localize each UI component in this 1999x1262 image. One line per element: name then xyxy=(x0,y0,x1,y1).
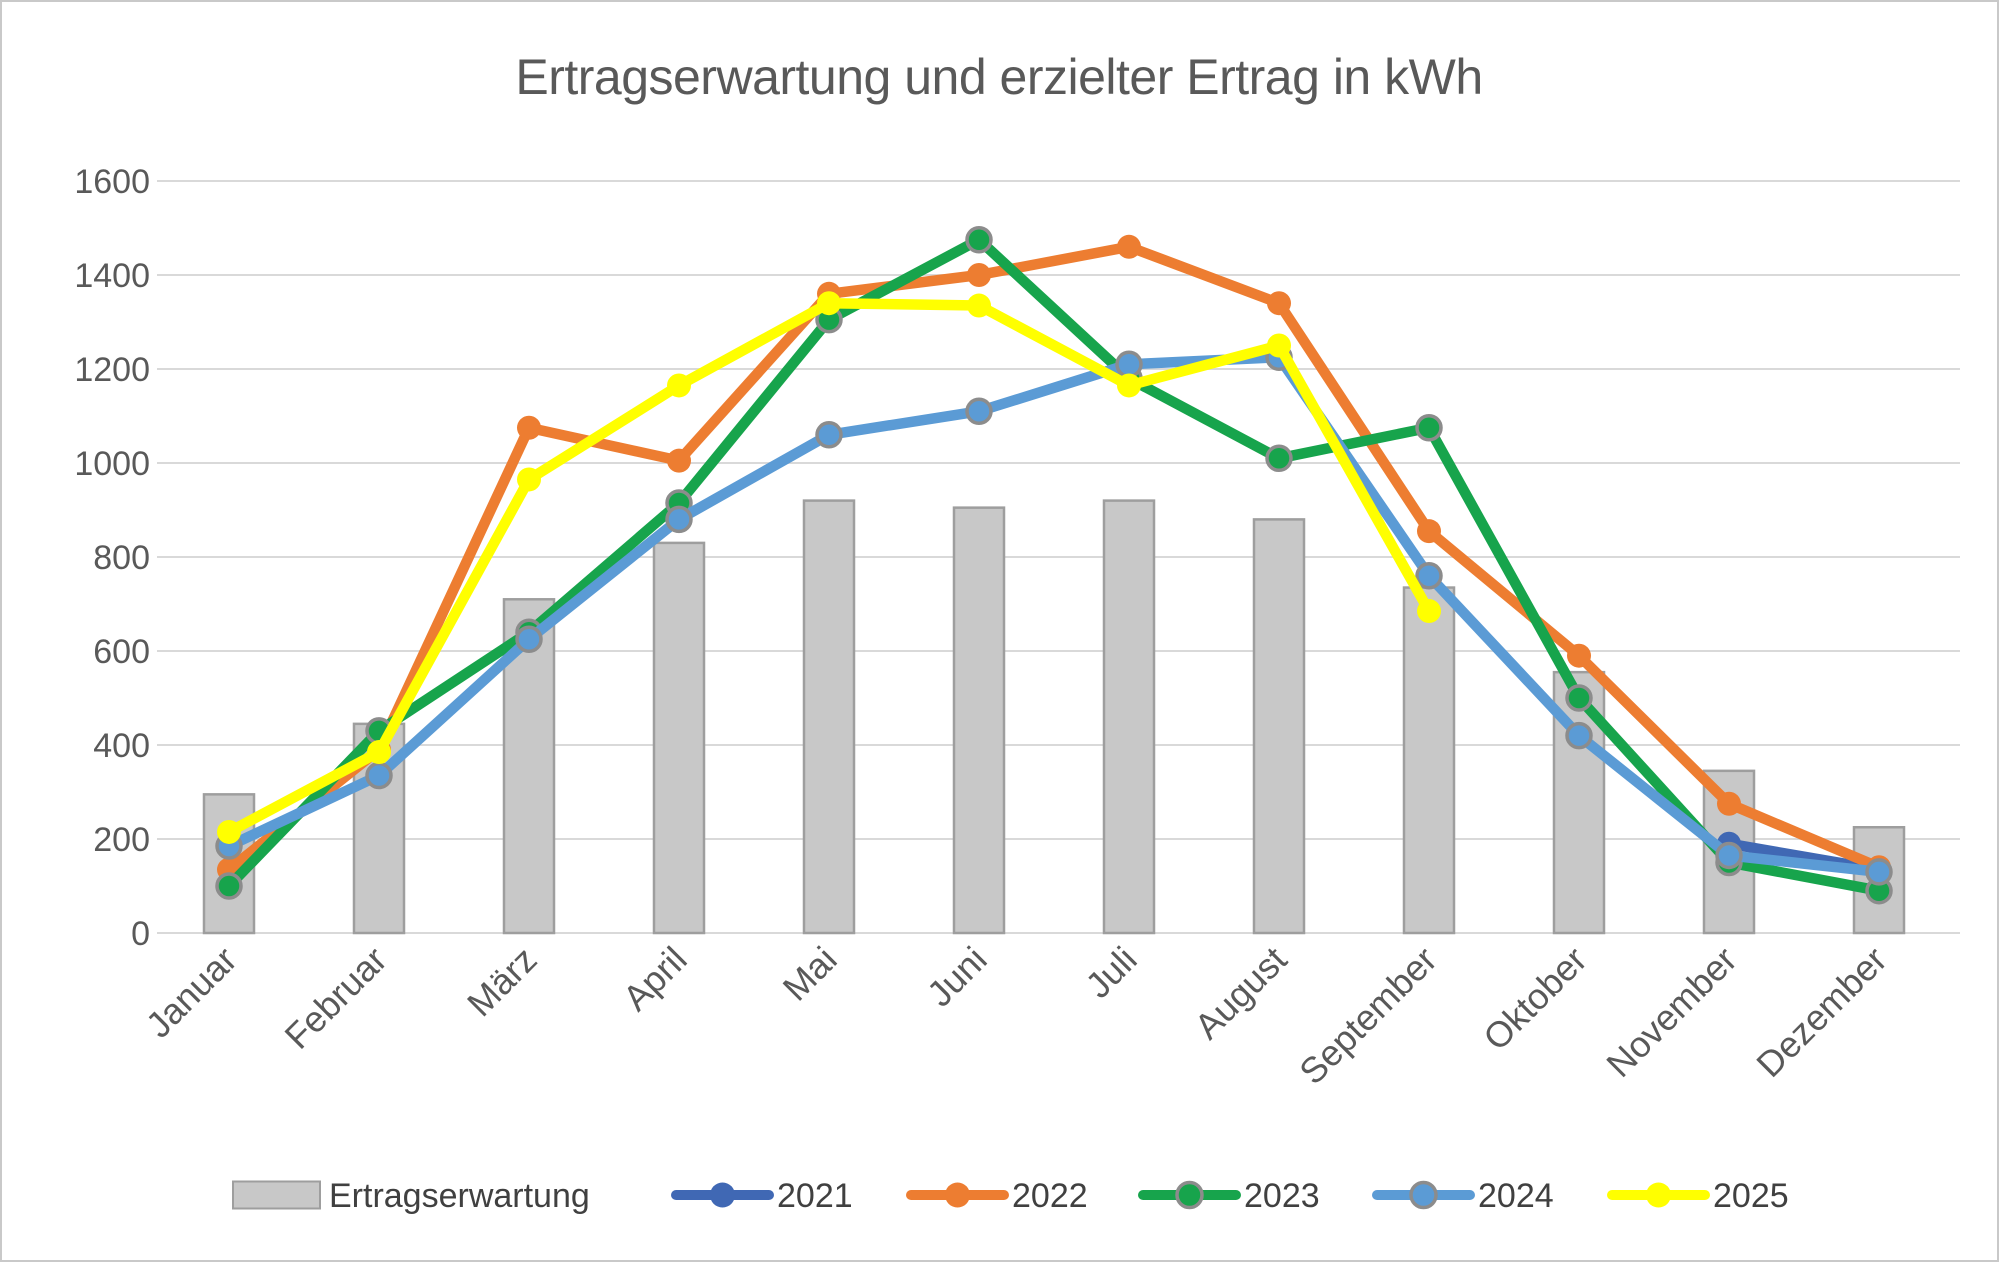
x-axis-label-september: September xyxy=(1291,939,1445,1093)
y-axis-tick-label: 1000 xyxy=(74,445,150,483)
data-point-2023-oktober xyxy=(1565,684,1593,712)
data-point-2025-märz xyxy=(517,467,541,492)
expectation-bar-mai xyxy=(802,499,856,935)
expectation-bar-september xyxy=(1402,586,1456,935)
series-line-2022 xyxy=(223,241,1885,875)
y-axis-tick-label: 400 xyxy=(93,727,150,765)
legend-swatch-ertragserwartung xyxy=(232,1180,321,1210)
x-axis-label-januar: Januar xyxy=(138,939,245,1046)
series-line-2023 xyxy=(223,234,1885,896)
data-point-2024-april xyxy=(665,505,693,534)
y-axis-tick-label: 1400 xyxy=(74,257,150,295)
y-axis-tick-label: 0 xyxy=(131,915,150,953)
legend-marker-dot-2023 xyxy=(1175,1180,1204,1210)
data-point-2024-juni xyxy=(965,397,993,426)
data-point-2025-april xyxy=(667,373,691,398)
plot-area: 0 200 400 600 800 1000 1200 1400 1600 Januar Febru… xyxy=(74,163,1960,1092)
y-axis-tick-label: 600 xyxy=(93,633,150,671)
data-point-2024-september xyxy=(1415,562,1443,590)
legend-label-ertragserwartung: Ertragserwartung xyxy=(329,1177,590,1215)
data-point-2024-oktober xyxy=(1565,721,1593,750)
data-point-2023-august xyxy=(1265,444,1293,473)
data-point-2022-oktober xyxy=(1567,643,1591,668)
data-point-2023-september xyxy=(1415,414,1443,442)
legend-label-2021: 2021 xyxy=(777,1177,853,1215)
data-point-2024-februar xyxy=(365,761,393,790)
expectation-bar-august xyxy=(1252,518,1306,935)
x-axis-label-mai: Mai xyxy=(775,939,845,1009)
legend-marker-dot-2025 xyxy=(1646,1182,1671,1208)
data-point-2025-februar xyxy=(367,740,391,765)
legend-marker-dot-2024 xyxy=(1409,1180,1438,1210)
legend-marker-dot-2021 xyxy=(710,1182,735,1208)
data-point-2022-april xyxy=(667,448,691,473)
y-axis-tick-label: 800 xyxy=(93,539,150,577)
y-axis-tick-label: 200 xyxy=(93,821,150,859)
expectation-bar-juni xyxy=(952,506,1006,935)
x-axis-label-august: August xyxy=(1186,939,1294,1047)
data-point-2024-mai xyxy=(815,421,843,449)
x-axis-label-oktober: Oktober xyxy=(1475,939,1595,1059)
data-point-2023-juni xyxy=(965,226,993,254)
data-point-2025-august xyxy=(1267,333,1291,358)
data-point-2024-november xyxy=(1715,841,1743,870)
data-point-2025-januar xyxy=(217,819,241,844)
data-point-2024-juli xyxy=(1115,350,1143,379)
y-axis-tick-label: 1200 xyxy=(74,351,150,389)
data-point-2025-september xyxy=(1417,599,1441,624)
data-point-2025-mai xyxy=(817,291,841,316)
expectation-bar-juli xyxy=(1102,499,1156,935)
legend-label-2023: 2023 xyxy=(1244,1177,1320,1215)
legend-label-2022: 2022 xyxy=(1012,1177,1088,1215)
y-axis-tick-label: 1600 xyxy=(74,163,150,201)
data-point-2022-märz xyxy=(517,415,541,440)
data-point-2024-märz xyxy=(515,625,543,653)
x-axis-label-februar: Februar xyxy=(277,939,395,1057)
legend-label-2025: 2025 xyxy=(1713,1177,1789,1215)
series-line-2024 xyxy=(223,352,1885,878)
data-point-2022-september xyxy=(1417,519,1441,544)
expectation-bar-april xyxy=(652,541,706,935)
x-axis-label-november: November xyxy=(1598,939,1744,1085)
data-point-2024-dezember xyxy=(1865,858,1893,886)
x-axis-label-juni: Juni xyxy=(919,939,995,1015)
data-point-2023-januar xyxy=(215,872,243,900)
x-axis-label-april: April xyxy=(615,939,695,1019)
data-point-2022-august xyxy=(1267,291,1291,316)
data-point-2025-juli xyxy=(1117,373,1141,398)
chart-legend: Ertragserwartung 2021 2022 2023 2024 2025 xyxy=(232,1177,1789,1215)
x-axis-label-dezember: Dezember xyxy=(1748,939,1894,1085)
legend-label-2024: 2024 xyxy=(1478,1177,1554,1215)
data-point-2022-juni xyxy=(967,263,991,287)
chart-title: Ertragserwartung und erzielter Ertrag in… xyxy=(515,49,1482,105)
data-point-2022-november xyxy=(1717,791,1741,816)
x-axis-label-märz: März xyxy=(459,939,545,1025)
x-axis-label-juli: Juli xyxy=(1077,939,1144,1006)
data-point-2025-juni xyxy=(967,293,991,318)
legend-marker-dot-2022 xyxy=(945,1182,970,1208)
data-point-2022-juli xyxy=(1117,234,1141,259)
